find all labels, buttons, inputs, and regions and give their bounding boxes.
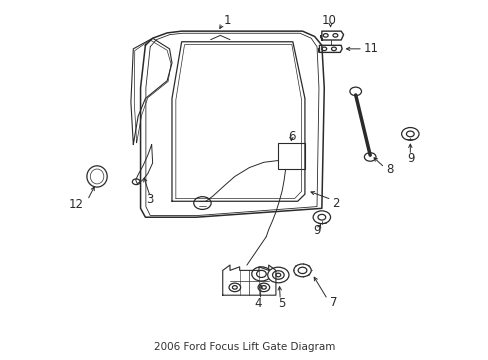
Text: 9: 9 — [313, 224, 320, 237]
Circle shape — [312, 211, 330, 224]
Text: 5: 5 — [278, 297, 285, 310]
Circle shape — [401, 127, 418, 140]
Bar — [278, 143, 305, 169]
Text: 7: 7 — [329, 296, 337, 309]
Circle shape — [267, 267, 288, 283]
Text: 4: 4 — [254, 297, 261, 310]
Circle shape — [293, 264, 310, 277]
Text: 2: 2 — [332, 197, 340, 210]
Text: 8: 8 — [385, 163, 392, 176]
Circle shape — [364, 153, 375, 161]
Circle shape — [193, 197, 211, 210]
Text: 2006 Ford Focus Lift Gate Diagram: 2006 Ford Focus Lift Gate Diagram — [154, 342, 334, 352]
Text: 3: 3 — [146, 193, 154, 206]
Circle shape — [251, 267, 270, 281]
Text: 6: 6 — [287, 130, 295, 143]
Text: 1: 1 — [224, 14, 231, 27]
Text: 12: 12 — [69, 198, 83, 211]
Text: 9: 9 — [407, 152, 414, 165]
Circle shape — [349, 87, 361, 96]
Text: 10: 10 — [321, 14, 336, 27]
Text: 11: 11 — [363, 42, 378, 55]
